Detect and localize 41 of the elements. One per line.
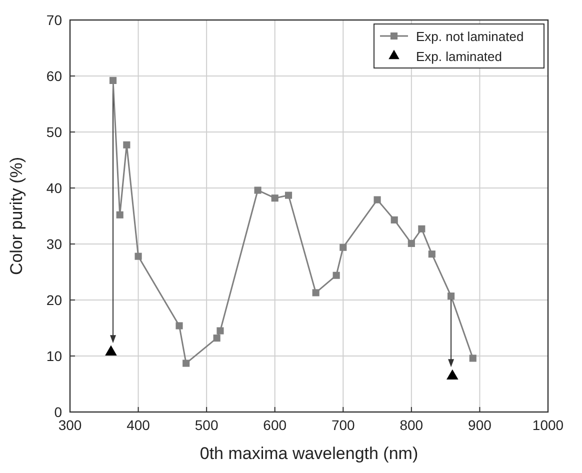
point [390,216,398,224]
y-tick-label: 30 [46,236,62,252]
x-tick-label: 1000 [532,417,564,433]
point [332,272,340,279]
x-tick-label: 500 [194,417,218,433]
x-tick-label: 600 [263,417,287,433]
point [216,327,224,334]
y-tick-label: 40 [46,180,62,196]
x-tick-label: 400 [126,417,150,433]
point [176,322,183,330]
y-axis-title: Color purity (%) [7,156,26,276]
point [374,196,381,204]
y-tick-label: 50 [46,124,62,140]
y-tick-label: 0 [54,404,62,420]
y-tick-label: 10 [46,348,62,364]
x-tick-label: 300 [58,417,82,433]
point [254,186,262,194]
point [134,252,142,260]
point [312,289,320,296]
y-tick-label: 60 [46,68,62,84]
point [469,354,476,362]
point [109,76,117,84]
point [284,192,292,199]
point [418,225,426,232]
y-tick-label: 70 [46,12,62,28]
point [340,244,347,251]
x-axis-title: 0th maxima wavelength (nm) [200,444,418,463]
point [123,141,130,148]
point [116,211,124,218]
x-tick-label: 800 [400,417,424,433]
point [428,250,436,258]
legend-label: Exp. laminated [416,49,502,64]
point [213,334,220,342]
point [182,360,190,367]
x-tick-label: 700 [331,417,356,433]
legend-label: Exp. not laminated [416,29,524,44]
point [408,240,415,247]
point [271,194,278,202]
point [448,292,455,300]
y-tick-label: 20 [46,292,62,308]
x-tick-label: 900 [468,417,492,433]
